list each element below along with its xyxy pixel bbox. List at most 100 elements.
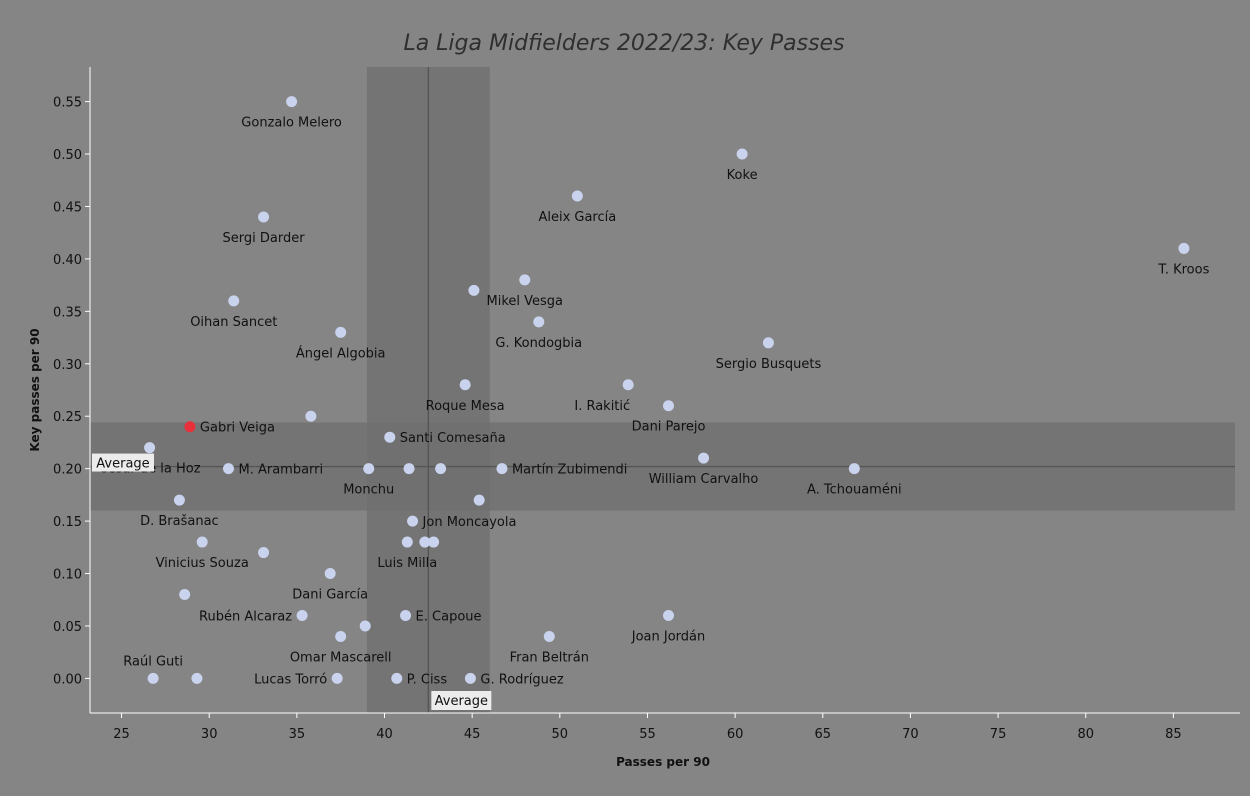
x-tick-label: 55: [639, 727, 656, 742]
data-point: [496, 463, 508, 475]
data-point: [258, 211, 270, 223]
y-tick-label: 0.30: [53, 358, 82, 373]
data-point: [359, 620, 371, 632]
data-point: [335, 326, 347, 338]
data-point: [228, 295, 240, 307]
data-point: [419, 536, 431, 548]
data-point: [144, 442, 156, 454]
y-tick-label: 0.20: [53, 463, 82, 478]
data-point: [400, 609, 412, 621]
x-tick-label: 60: [727, 727, 744, 742]
x-tick-label: 50: [552, 727, 569, 742]
x-tick-label: 80: [1077, 727, 1094, 742]
x-tick-label: 45: [464, 727, 481, 742]
data-point: [473, 494, 485, 506]
average-labels: Average Average: [92, 453, 492, 710]
point-label: G. Kondogbia: [495, 336, 582, 351]
x-tick-label: 75: [990, 727, 1007, 742]
data-point: [147, 672, 159, 684]
point-label: T. Kroos: [1157, 262, 1209, 277]
x-average-label: Average: [435, 694, 488, 709]
x-tick-label: 85: [1165, 727, 1182, 742]
point-label: Oihan Sancet: [190, 315, 277, 330]
x-tick-label: 25: [113, 727, 130, 742]
data-points: [144, 96, 1190, 684]
point-label: Sergi Darder: [223, 231, 306, 246]
data-point: [391, 672, 403, 684]
data-point: [324, 568, 336, 580]
x-average-label-box: [431, 691, 492, 710]
point-label: Gabri Veiga: [200, 421, 275, 436]
data-point: [736, 148, 748, 160]
point-label: Gonzalo Melero: [241, 116, 342, 131]
data-point: [258, 547, 270, 559]
data-point: [407, 515, 419, 527]
data-point: [1178, 242, 1190, 254]
y-tick-label: 0.45: [53, 200, 82, 215]
y-tick-label: 0.25: [53, 410, 82, 425]
point-label: Fran Beltrán: [510, 650, 589, 665]
data-point: [435, 463, 447, 475]
y-tick-label: 0.40: [53, 253, 82, 268]
data-point: [331, 672, 343, 684]
data-point: [179, 588, 191, 600]
x-tick-label: 40: [376, 727, 393, 742]
data-point: [698, 452, 710, 464]
data-point: [296, 609, 308, 621]
data-point: [519, 274, 531, 286]
point-label: M. Arambarri: [238, 463, 323, 478]
point-label: Lucas Torró: [254, 672, 327, 687]
data-point: [363, 463, 375, 475]
data-point: [196, 536, 208, 548]
point-label: I. Rakitić: [574, 399, 630, 414]
data-point: [848, 463, 860, 475]
x-tick-label: 35: [289, 727, 306, 742]
data-point: [184, 421, 196, 433]
data-point: [459, 379, 471, 391]
y-axis-title: Key passes per 90: [28, 328, 42, 451]
data-point: [286, 96, 298, 108]
y-tick-label: 0.35: [53, 305, 82, 320]
data-point: [401, 536, 413, 548]
point-label: Omar Mascarell: [290, 650, 392, 665]
x-ticks: 25 30 35 40 45 50 55 60 65 70 75 80 85: [113, 713, 1182, 742]
data-point: [222, 463, 234, 475]
point-label: Mikel Vesga: [486, 294, 563, 309]
y-average-label-box: [92, 453, 154, 472]
y-tick-label: 0.00: [53, 672, 82, 687]
point-label: Koke: [727, 168, 758, 183]
data-point: [663, 609, 675, 621]
y-tick-label: 0.55: [53, 96, 82, 111]
point-label: Martín Zubimendi: [512, 463, 627, 478]
point-label: Sergio Busquets: [716, 357, 822, 372]
data-point: [305, 410, 317, 422]
data-point: [428, 536, 440, 548]
point-label: G. Rodríguez: [480, 672, 563, 687]
data-point: [533, 316, 545, 328]
data-point: [335, 630, 347, 642]
data-point: [403, 463, 415, 475]
data-point: [384, 431, 396, 443]
data-point: [464, 672, 476, 684]
point-label: Raúl Guti: [123, 654, 183, 669]
data-point: [571, 190, 583, 202]
y-tick-label: 0.15: [53, 515, 82, 530]
x-tick-label: 70: [902, 727, 919, 742]
chart-title: La Liga Midfielders 2022/23: Key Passes: [403, 31, 844, 56]
point-labels: Gonzalo Melero Koke Aleix García Sergi Dard…: [99, 116, 1210, 688]
point-label: Luis Milla: [377, 556, 437, 571]
x-tick-label: 30: [201, 727, 218, 742]
point-label: Ángel Algobia: [296, 345, 386, 361]
point-label: Santi Comesaña: [400, 431, 506, 446]
y-average-label: Average: [96, 457, 149, 472]
point-label: Aleix García: [538, 210, 616, 225]
data-point: [663, 400, 675, 412]
data-point: [762, 337, 774, 349]
y-ticks: 0.00 0.05 0.10 0.15 0.20 0.25 0.30 0.35 0.40 0.45…: [53, 96, 90, 687]
data-point: [191, 672, 203, 684]
point-label: Monchu: [343, 483, 394, 498]
y-tick-label: 0.10: [53, 568, 82, 583]
axes: [89, 67, 1240, 714]
data-point: [468, 284, 480, 296]
point-label: Roque Mesa: [426, 399, 505, 414]
